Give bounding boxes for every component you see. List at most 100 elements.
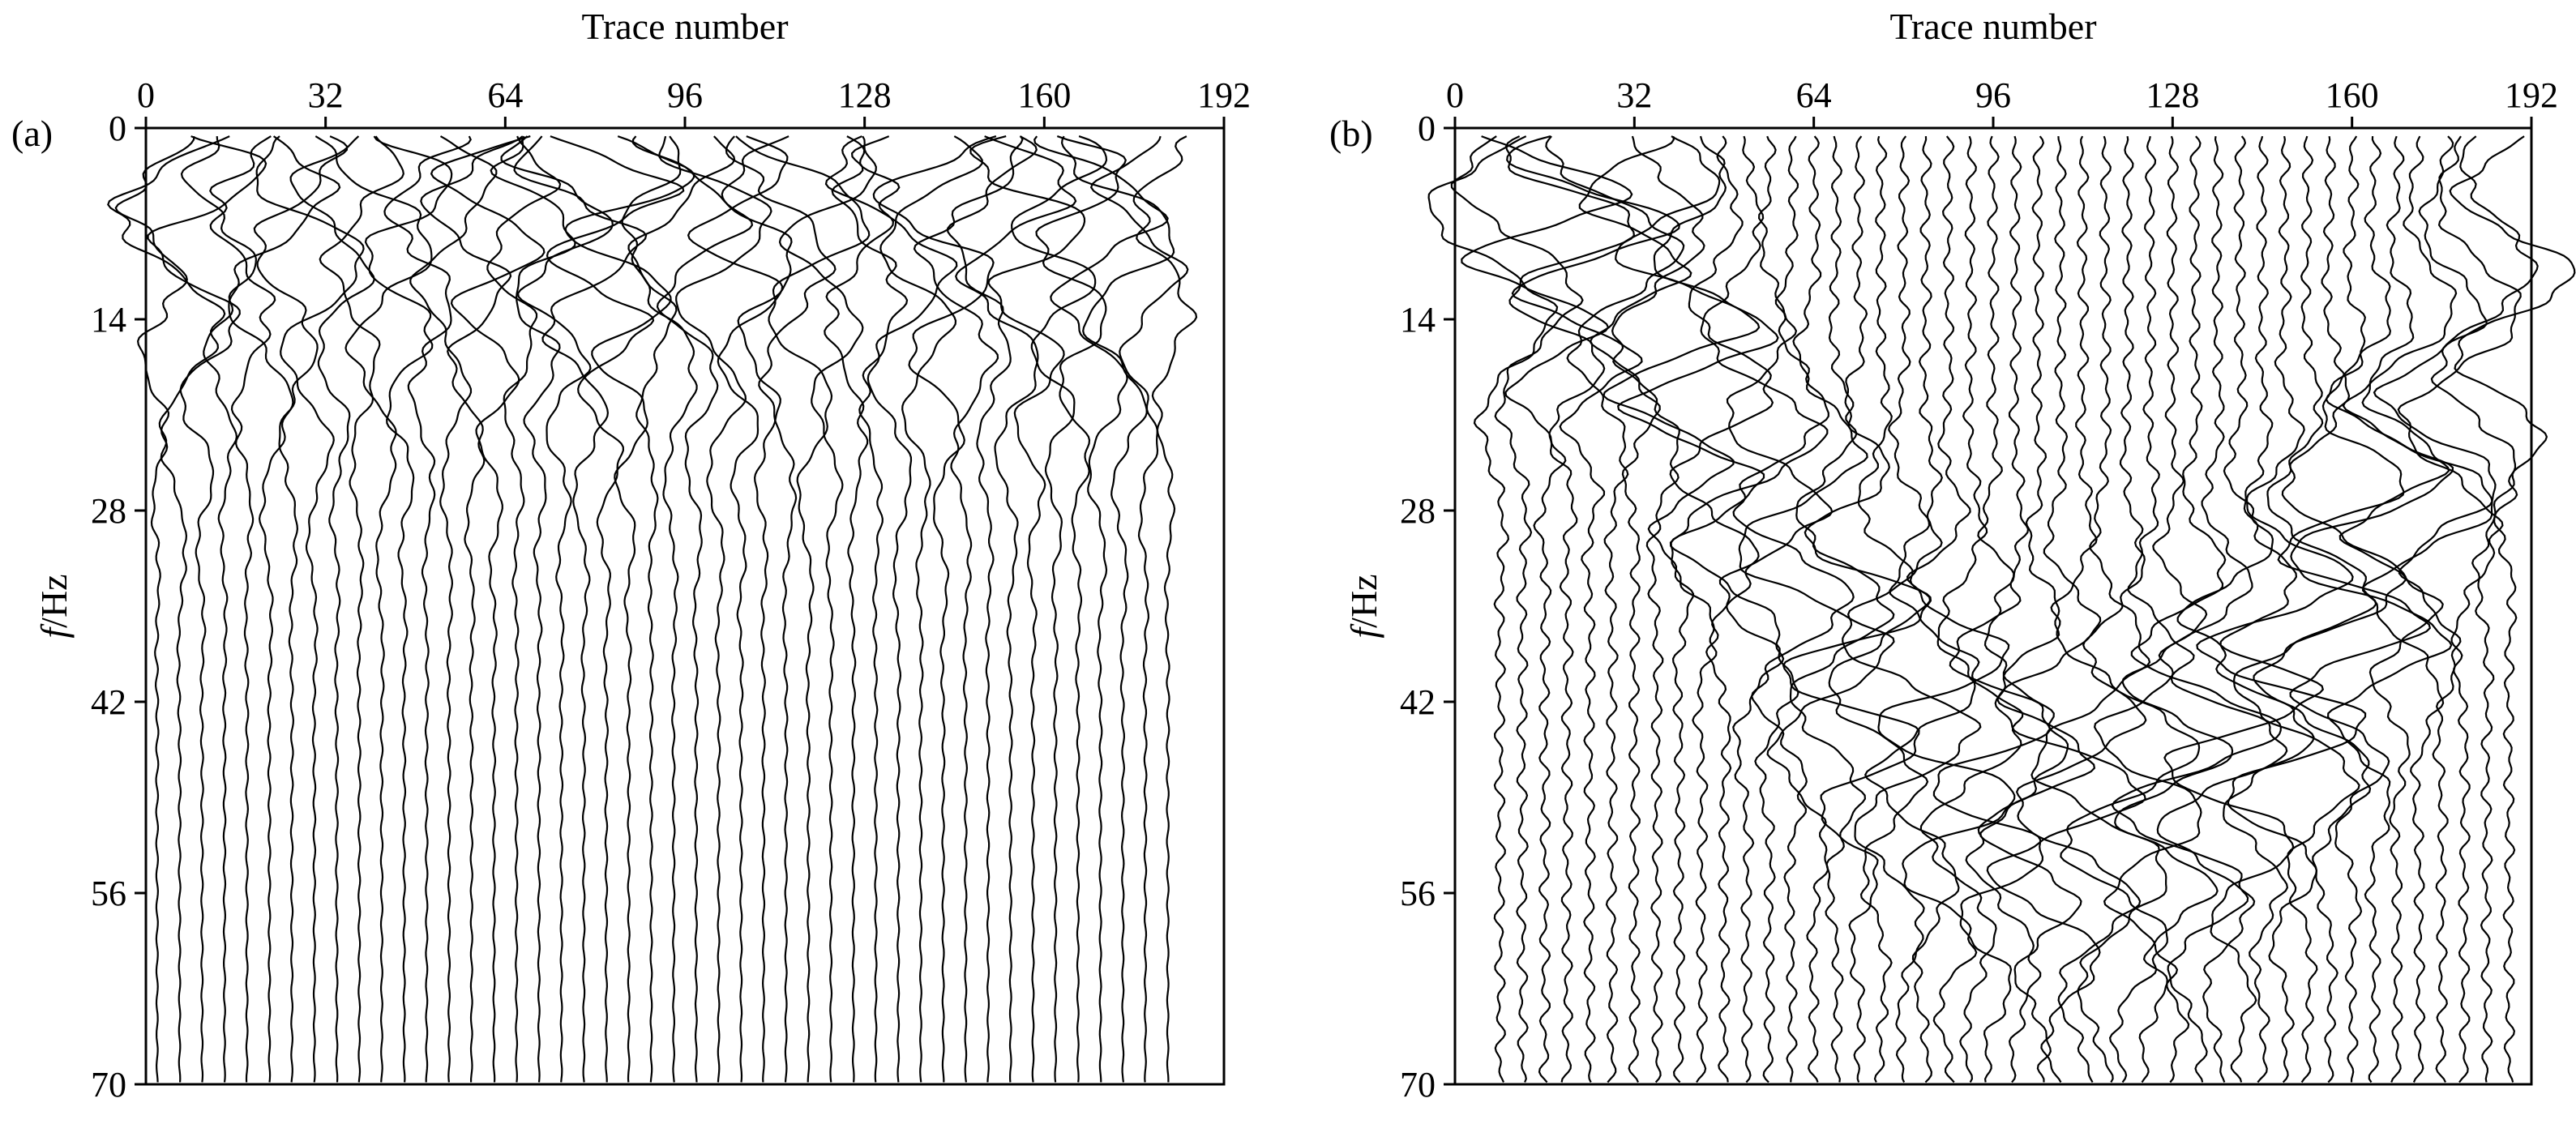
panel-b-trace — [2290, 136, 2454, 1083]
panel-b-traces — [1427, 135, 2576, 1083]
panel-b-trace — [1669, 135, 1829, 1083]
panel-a-trace — [147, 135, 267, 1083]
panel-a-trace — [721, 135, 793, 1083]
panel-a-trace — [824, 135, 901, 1083]
panel-b-trace — [1504, 135, 1636, 1083]
panel-b-trace — [1732, 135, 1855, 1083]
panel-b-trace — [1828, 135, 1932, 1083]
panel-a-trace — [107, 135, 230, 1083]
panel-b-trace — [1965, 135, 2069, 1083]
panel-a-trace — [364, 135, 453, 1083]
panel-a-x-tick-label: 32 — [308, 75, 344, 115]
panel-a-x-axis-title: Trace number — [581, 6, 788, 47]
panel-a-x-tick-label: 160 — [1017, 75, 1071, 115]
panel-b-x-ticks: 0 32 64 96 128 160 192 — [1446, 75, 2558, 128]
panel-a-trace — [114, 135, 195, 1083]
panel-a-trace — [409, 135, 498, 1083]
panel-b-trace — [2449, 135, 2576, 1083]
panel-a-trace — [513, 135, 648, 1083]
panel-a-trace — [1033, 135, 1169, 1083]
panel-b-y-axis-title: f/Hz — [1343, 574, 1384, 638]
panel-b-trace — [1864, 136, 1980, 1083]
panel-b-trace — [1578, 135, 1692, 1083]
panel-b-trace — [2156, 135, 2288, 1083]
panel-a-trace — [831, 135, 909, 1083]
panel-b-trace — [1506, 135, 1680, 1083]
panel-b-x-tick-label: 128 — [2146, 75, 2199, 115]
panel-a-trace — [383, 135, 472, 1083]
panel-b-trace — [1427, 135, 1559, 1083]
panel-a-trace — [778, 135, 877, 1083]
panel-a-label: (a) — [11, 113, 53, 154]
panel-b-x-tick-label: 160 — [2326, 75, 2379, 115]
panel-b-trace — [1782, 135, 1932, 1083]
panel-b-trace — [2196, 135, 2367, 1083]
panel-b-trace — [1603, 135, 1761, 1083]
panel-b: 0 32 64 96 128 160 192 0 14 28 42 56 70 (b) Trace n… — [1329, 6, 2576, 1105]
panel-a-y-tick-label: 28 — [91, 491, 126, 531]
panel-a-trace — [621, 135, 682, 1083]
panel-b-y-tick-label: 56 — [1400, 874, 1436, 913]
panel-b-trace — [2253, 135, 2407, 1083]
panel-a-trace — [500, 135, 614, 1083]
panel-a-trace — [955, 135, 1077, 1083]
panel-b-trace — [2030, 135, 2167, 1083]
panel-b-trace — [1669, 135, 1774, 1083]
panel-b-trace — [1450, 135, 1584, 1083]
panel-a-y-tick-label: 0 — [109, 109, 126, 148]
panel-a-traces — [107, 135, 1198, 1083]
panel-b-trace — [2215, 135, 2315, 1083]
panel-a-trace — [1035, 135, 1128, 1083]
panel-a-trace — [947, 135, 1038, 1083]
panel-b-trace — [2430, 135, 2539, 1083]
panel-a-trace — [913, 135, 1024, 1083]
panel-a-y-tick-label: 14 — [91, 300, 126, 340]
panel-a-trace — [315, 135, 433, 1083]
panel-b-y-axis-title-rest: /Hz — [1343, 574, 1384, 627]
panel-b-x-axis-title: Trace number — [1889, 6, 2096, 47]
panel-a-y-tick-label: 42 — [91, 682, 126, 722]
panel-a-y-axis-title: f/Hz — [33, 574, 75, 638]
panel-b-trace — [2397, 135, 2522, 1083]
panel-b-trace — [1986, 136, 2146, 1083]
panel-b-trace — [1738, 135, 1895, 1083]
panel-b-y-tick-label: 14 — [1400, 300, 1436, 340]
panel-a-x-tick-label: 128 — [838, 75, 892, 115]
panel-b-y-ticks: 0 14 28 42 56 70 — [1400, 109, 1455, 1105]
panel-a-plot-frame — [144, 126, 1226, 1086]
panel-a-trace — [735, 135, 871, 1083]
panel-a-trace — [632, 135, 754, 1083]
panel-b-trace — [1461, 135, 1633, 1083]
panel-a-y-tick-label: 56 — [91, 874, 126, 913]
panel-b-trace — [2163, 135, 2325, 1083]
panel-b-trace — [1932, 135, 2051, 1083]
panel-a-trace — [228, 135, 341, 1083]
panel-a-x-tick-label: 96 — [667, 75, 703, 115]
panel-a-trace — [824, 135, 958, 1083]
panel-a-trace — [1132, 135, 1198, 1083]
panel-b-trace — [2015, 135, 2147, 1083]
panel-a-trace — [180, 136, 258, 1083]
panel-b-trace — [2339, 135, 2450, 1083]
panel-a-trace — [658, 135, 772, 1083]
panel-a-y-axis-title-rest: /Hz — [33, 574, 75, 627]
panel-a-x-tick-label: 64 — [487, 75, 523, 115]
panel-b-trace — [1789, 135, 1895, 1083]
panel-a-trace — [969, 135, 1086, 1083]
panel-b-trace — [2111, 135, 2282, 1083]
panel-b-trace — [2060, 135, 2201, 1083]
panel-b-trace — [1842, 135, 1982, 1083]
panel-a-trace — [319, 135, 404, 1083]
panel-a-trace — [546, 135, 685, 1083]
panel-b-x-tick-label: 192 — [2505, 75, 2558, 115]
panel-b-trace — [2342, 135, 2493, 1083]
panel-b-x-tick-label: 64 — [1796, 75, 1832, 115]
panel-a-trace — [420, 135, 524, 1083]
panel-a-trace — [1010, 135, 1108, 1083]
panel-b-trace — [1979, 135, 2096, 1083]
panel-b-y-tick-label: 70 — [1400, 1065, 1436, 1105]
panel-b-x-tick-label: 96 — [1975, 75, 2011, 115]
panel-a-trace — [255, 135, 365, 1083]
panel-a-x-tick-label: 192 — [1197, 75, 1251, 115]
panel-b-x-tick-label: 0 — [1446, 75, 1464, 115]
